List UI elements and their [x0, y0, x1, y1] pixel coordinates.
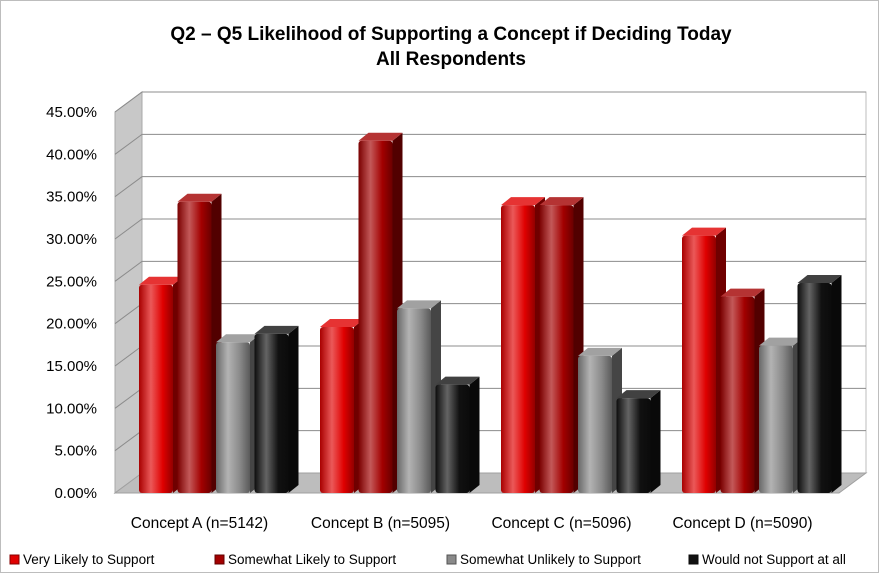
chart-subtitle: All Respondents: [376, 49, 526, 70]
legend-item: Very Likely to Support: [9, 552, 155, 567]
legend: Very Likely to Support Somewhat Likely to…: [9, 552, 846, 567]
bar: [435, 376, 480, 493]
y-tick-label: 35.00%: [46, 189, 97, 206]
legend-label: Somewhat Unlikely to Support: [460, 552, 641, 567]
x-category-label: Concept B (n=5095): [311, 515, 450, 532]
legend-label: Would not Support at all: [702, 552, 846, 567]
gridline: [114, 133, 866, 155]
y-tick-label: 45.00%: [46, 104, 97, 121]
bar: [397, 300, 441, 493]
bar: [254, 325, 299, 493]
y-tick-label: 40.00%: [46, 146, 97, 163]
y-tick-label: 10.00%: [46, 400, 97, 417]
legend-swatch: [688, 554, 699, 565]
legend-swatch: [446, 554, 457, 565]
legend-item: Somewhat Likely to Support: [214, 552, 396, 567]
y-tick-label: 15.00%: [46, 358, 97, 375]
bar: [320, 319, 364, 493]
legend-item: Somewhat Unlikely to Support: [446, 552, 641, 567]
x-category-label: Concept A (n=5142): [131, 515, 268, 532]
bar: [720, 288, 765, 493]
bar: [682, 227, 726, 493]
y-tick-label: 0.00%: [54, 485, 97, 502]
bar: [616, 390, 661, 493]
legend-item: Would not Support at all: [688, 552, 846, 567]
bar: [177, 193, 222, 493]
x-category-label: Concept C (n=5096): [491, 515, 631, 532]
gridline: [114, 91, 866, 113]
gridline: [114, 260, 866, 282]
legend-label: Somewhat Likely to Support: [228, 552, 396, 567]
y-tick-label: 20.00%: [46, 316, 97, 333]
bar: [139, 276, 183, 493]
bar: [578, 347, 622, 493]
bar: [216, 334, 260, 493]
legend-swatch: [9, 554, 20, 565]
bar: [539, 197, 584, 493]
legend-swatch: [214, 554, 225, 565]
y-tick-label: 25.00%: [46, 273, 97, 290]
gridline: [114, 218, 866, 240]
bar: [759, 337, 803, 493]
side-wall: [114, 91, 143, 494]
legend-label: Very Likely to Support: [23, 552, 155, 567]
bar: [501, 197, 545, 493]
chart-title: Q2 – Q5 Likelihood of Supporting a Conce…: [170, 24, 732, 45]
bar: [358, 132, 403, 493]
plot-area: 0.00% 5.00% 10.00% 15.00% 20.00% 25.00% 30.00%…: [46, 91, 868, 532]
x-category-label: Concept D (n=5090): [672, 515, 812, 532]
y-tick-label: 5.00%: [54, 443, 97, 460]
gridline: [114, 176, 866, 198]
y-tick-label: 30.00%: [46, 231, 97, 248]
bar: [797, 275, 842, 493]
